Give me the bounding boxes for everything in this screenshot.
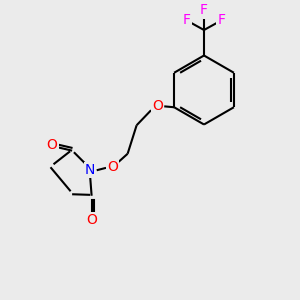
Text: F: F <box>200 4 208 17</box>
Text: O: O <box>152 99 163 113</box>
Text: F: F <box>218 14 225 27</box>
Text: O: O <box>86 213 97 227</box>
Text: O: O <box>107 160 118 174</box>
Text: O: O <box>46 138 58 152</box>
Text: N: N <box>85 163 95 177</box>
Text: F: F <box>183 14 190 27</box>
